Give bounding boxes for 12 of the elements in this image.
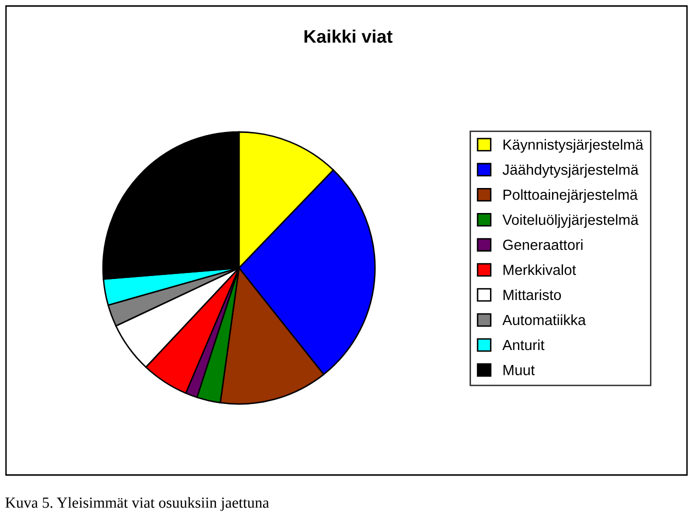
legend-label: Muut [504, 365, 535, 376]
chart-title: Kaikki viat [304, 30, 392, 43]
legend-label: Voiteluöljyjärjestelmä [502, 214, 639, 228]
legend-label: Anturit [502, 339, 544, 350]
legend-label: Generaattori [503, 239, 582, 250]
legend-label: Käynnistysjärjestelmä [504, 139, 644, 153]
text: Kuva 5. Yleisimmät viat osuuksiin jaettuna [5, 497, 269, 511]
legend-label: Jäähdytysjärjestelmä [502, 164, 639, 178]
legend-label: Polttoainejärjestelmä [504, 189, 638, 203]
legend-label: Mittaristo [504, 289, 561, 300]
legend-label: Merkkivalot [504, 264, 576, 276]
legend-label: Automatiikka [502, 314, 586, 326]
